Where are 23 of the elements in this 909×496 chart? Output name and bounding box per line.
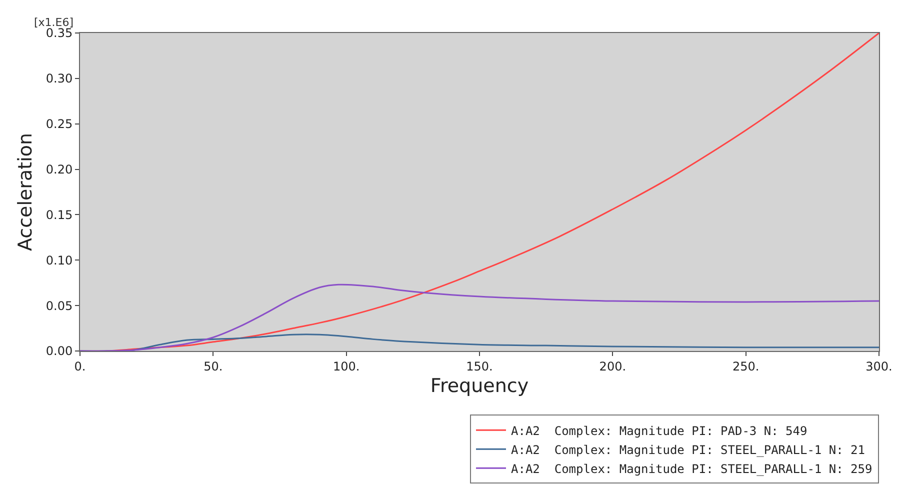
y-tick-label: 0.20 <box>46 162 73 176</box>
y-tick-label: 0.05 <box>46 298 73 313</box>
line-series <box>80 33 879 351</box>
x-tick-label: 100. <box>332 359 360 374</box>
x-tick-label: 250. <box>732 359 760 374</box>
legend-label: A:A2 Complex: Magnitude PI: STEEL_PARALL-1 N: 259 <box>511 462 872 476</box>
x-tick-label: 0. <box>74 359 86 374</box>
x-tick-label: 300. <box>866 359 892 374</box>
y-tick-label: 0.30 <box>46 72 73 86</box>
legend-label: A:A2 Complex: Magnitude PI: STEEL_PARALL-1 N: 21 <box>511 442 866 457</box>
y-tick-label: 0.15 <box>46 208 73 222</box>
x-tick-label: 150. <box>466 359 493 374</box>
y-tick-label: 0.35 <box>46 26 73 40</box>
text: [x1.E6] <box>34 16 74 29</box>
x-tick-label: 50. <box>204 359 223 374</box>
y-axis-title: Acceleration <box>14 132 37 252</box>
y-tick-label: 0.00 <box>46 344 73 358</box>
y-tick-label: 0.25 <box>46 117 73 132</box>
line-series <box>80 284 879 351</box>
x-tick-label: 200. <box>599 359 626 374</box>
legend-label: A:A2 Complex: Magnitude PI: PAD-3 N: 549 <box>511 424 808 438</box>
y-tick-label: 0.10 <box>46 253 73 268</box>
x-axis-title: Frequency <box>430 375 529 398</box>
